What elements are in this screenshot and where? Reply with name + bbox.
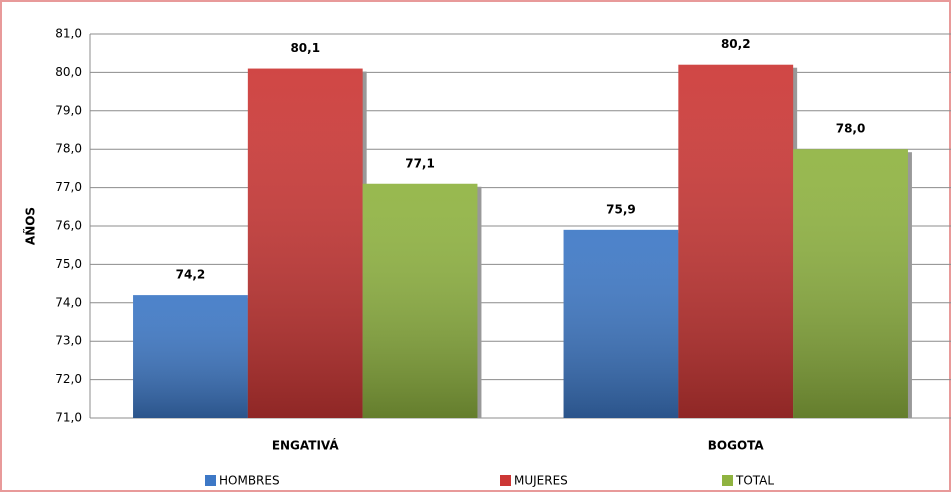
x-tick-label: ENGATIVÁ	[272, 438, 340, 453]
value-label: 80,2	[721, 37, 751, 51]
bar-shade	[133, 295, 248, 418]
x-tick-label: BOGOTA	[708, 439, 765, 453]
bar-shade	[678, 64, 794, 418]
legend-swatch	[500, 475, 511, 486]
y-tick-label: 77,0	[55, 180, 82, 194]
value-label: 78,0	[836, 122, 866, 136]
y-tick-label: 74,0	[55, 295, 82, 309]
legend-swatch	[205, 475, 216, 486]
y-axis-label: AÑOS	[23, 207, 38, 245]
value-label: 75,9	[606, 202, 636, 216]
y-tick-label: 81,0	[55, 27, 82, 41]
y-tick-label: 75,0	[55, 257, 82, 271]
y-tick-label: 79,0	[55, 103, 82, 117]
bar-shade	[362, 183, 478, 418]
y-tick-label: 71,0	[55, 411, 82, 425]
y-tick-label: 76,0	[55, 219, 82, 233]
legend-label: MUJERES	[514, 474, 568, 488]
legend-label: TOTAL	[735, 474, 774, 488]
y-tick-label: 73,0	[55, 334, 82, 348]
bar-shade	[247, 68, 363, 418]
legend-swatch	[722, 475, 733, 486]
value-label: 74,2	[176, 268, 206, 282]
value-label: 80,1	[290, 41, 320, 55]
y-tick-label: 80,0	[55, 65, 82, 79]
bar-shade	[793, 149, 908, 418]
bar-shade	[563, 229, 679, 418]
y-tick-label: 72,0	[55, 372, 82, 386]
y-tick-label: 78,0	[55, 142, 82, 156]
value-label: 77,1	[405, 156, 435, 170]
legend-label: HOMBRES	[219, 474, 280, 488]
